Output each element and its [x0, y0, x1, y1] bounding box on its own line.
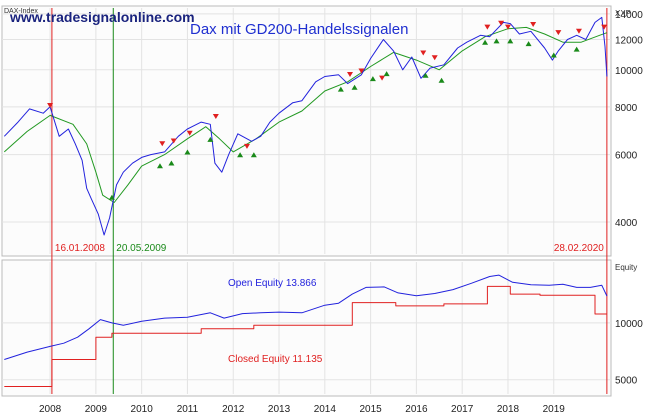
buy-signal-marker [156, 163, 163, 169]
buy-signal-marker [250, 152, 257, 158]
y-tick-label-lower: 5000 [615, 376, 638, 387]
sell-signal-marker [498, 20, 505, 26]
buy-signal-marker [482, 39, 489, 45]
buy-signal-marker [369, 76, 376, 82]
x-tick-label: 2011 [177, 404, 199, 415]
sell-signal-marker [159, 141, 166, 147]
buy-signal-marker [383, 71, 390, 77]
x-tick-label: 2013 [268, 404, 291, 415]
date-marker-label: 16.01.2008 [55, 243, 105, 254]
open-equity-line [4, 274, 608, 360]
y-tick-label-upper: 10000 [615, 66, 643, 77]
y-tick-label-upper: 8000 [615, 103, 638, 114]
sell-signal-marker [555, 30, 562, 36]
gd200-line [3, 26, 608, 203]
buy-signal-marker [351, 84, 358, 90]
buy-signal-marker [438, 77, 445, 83]
sell-signal-marker [530, 22, 537, 28]
y-tick-label-upper: 4000 [615, 218, 638, 229]
x-tick-label: 2016 [405, 404, 428, 415]
sell-signal-marker [347, 72, 353, 78]
sell-signal-marker [601, 24, 608, 30]
buy-signal-marker [168, 160, 175, 166]
x-tick-label: 2010 [131, 404, 154, 415]
y-tick-label-lower: 10000 [615, 319, 643, 330]
x-tick-label: 2019 [543, 404, 566, 415]
sell-signal-marker [504, 24, 511, 30]
x-tick-label: 2008 [39, 404, 62, 415]
x-tick-label: 2015 [359, 404, 382, 415]
buy-signal-marker [573, 46, 580, 52]
chart-title: Dax mit GD200-Handelssignalen [190, 21, 408, 38]
sell-signal-marker [243, 143, 250, 149]
buy-signal-marker [237, 152, 244, 158]
buy-signal-marker [207, 136, 214, 142]
x-tick-label: 2012 [222, 404, 245, 415]
sell-signal-marker [379, 75, 386, 81]
buy-signal-marker [507, 38, 514, 44]
open-equity-label: Open Equity 13.866 [228, 278, 317, 289]
buy-signal-marker [493, 38, 500, 44]
y-tick-label-upper: 6000 [615, 151, 638, 162]
sell-signal-marker [170, 138, 177, 144]
y-tick-label-upper: 12000 [615, 35, 643, 46]
watermark-text: www.tradesignalonline.com [9, 9, 195, 25]
sell-signal-marker [484, 24, 491, 30]
sell-signal-marker [420, 50, 427, 56]
sell-signal-marker [47, 103, 54, 109]
sell-signal-marker [575, 28, 582, 34]
lower-axis-label: Equity [615, 263, 637, 272]
closed-equity-line [4, 285, 607, 387]
buy-signal-marker [550, 52, 557, 58]
x-tick-label: 2014 [314, 404, 337, 415]
x-tick-label: 2017 [451, 404, 474, 415]
buy-signal-marker [337, 86, 344, 92]
sell-signal-marker [358, 68, 365, 74]
buy-signal-marker [422, 72, 429, 78]
sell-signal-marker [431, 55, 438, 61]
dax-price-line [3, 16, 608, 236]
closed-equity-label: Closed Equity 11.135 [228, 354, 323, 365]
date-marker-label: 28.02.2020 [554, 243, 604, 254]
y-tick-label-upper: 14000 [615, 10, 643, 21]
sell-signal-marker [212, 114, 219, 120]
buy-signal-marker [525, 41, 532, 47]
x-tick-label: 2009 [85, 404, 108, 415]
date-marker-label: 20.05.2009 [116, 243, 166, 254]
buy-signal-marker [108, 194, 115, 200]
upper-axis-label: XXP [615, 9, 631, 18]
upper-panel-frame [1, 5, 612, 257]
x-tick-label: 2018 [497, 404, 520, 415]
buy-signal-marker [184, 149, 191, 155]
sell-signal-marker [186, 130, 193, 136]
panel-label: DAX-Index [4, 8, 38, 15]
lower-panel-frame [1, 259, 612, 397]
